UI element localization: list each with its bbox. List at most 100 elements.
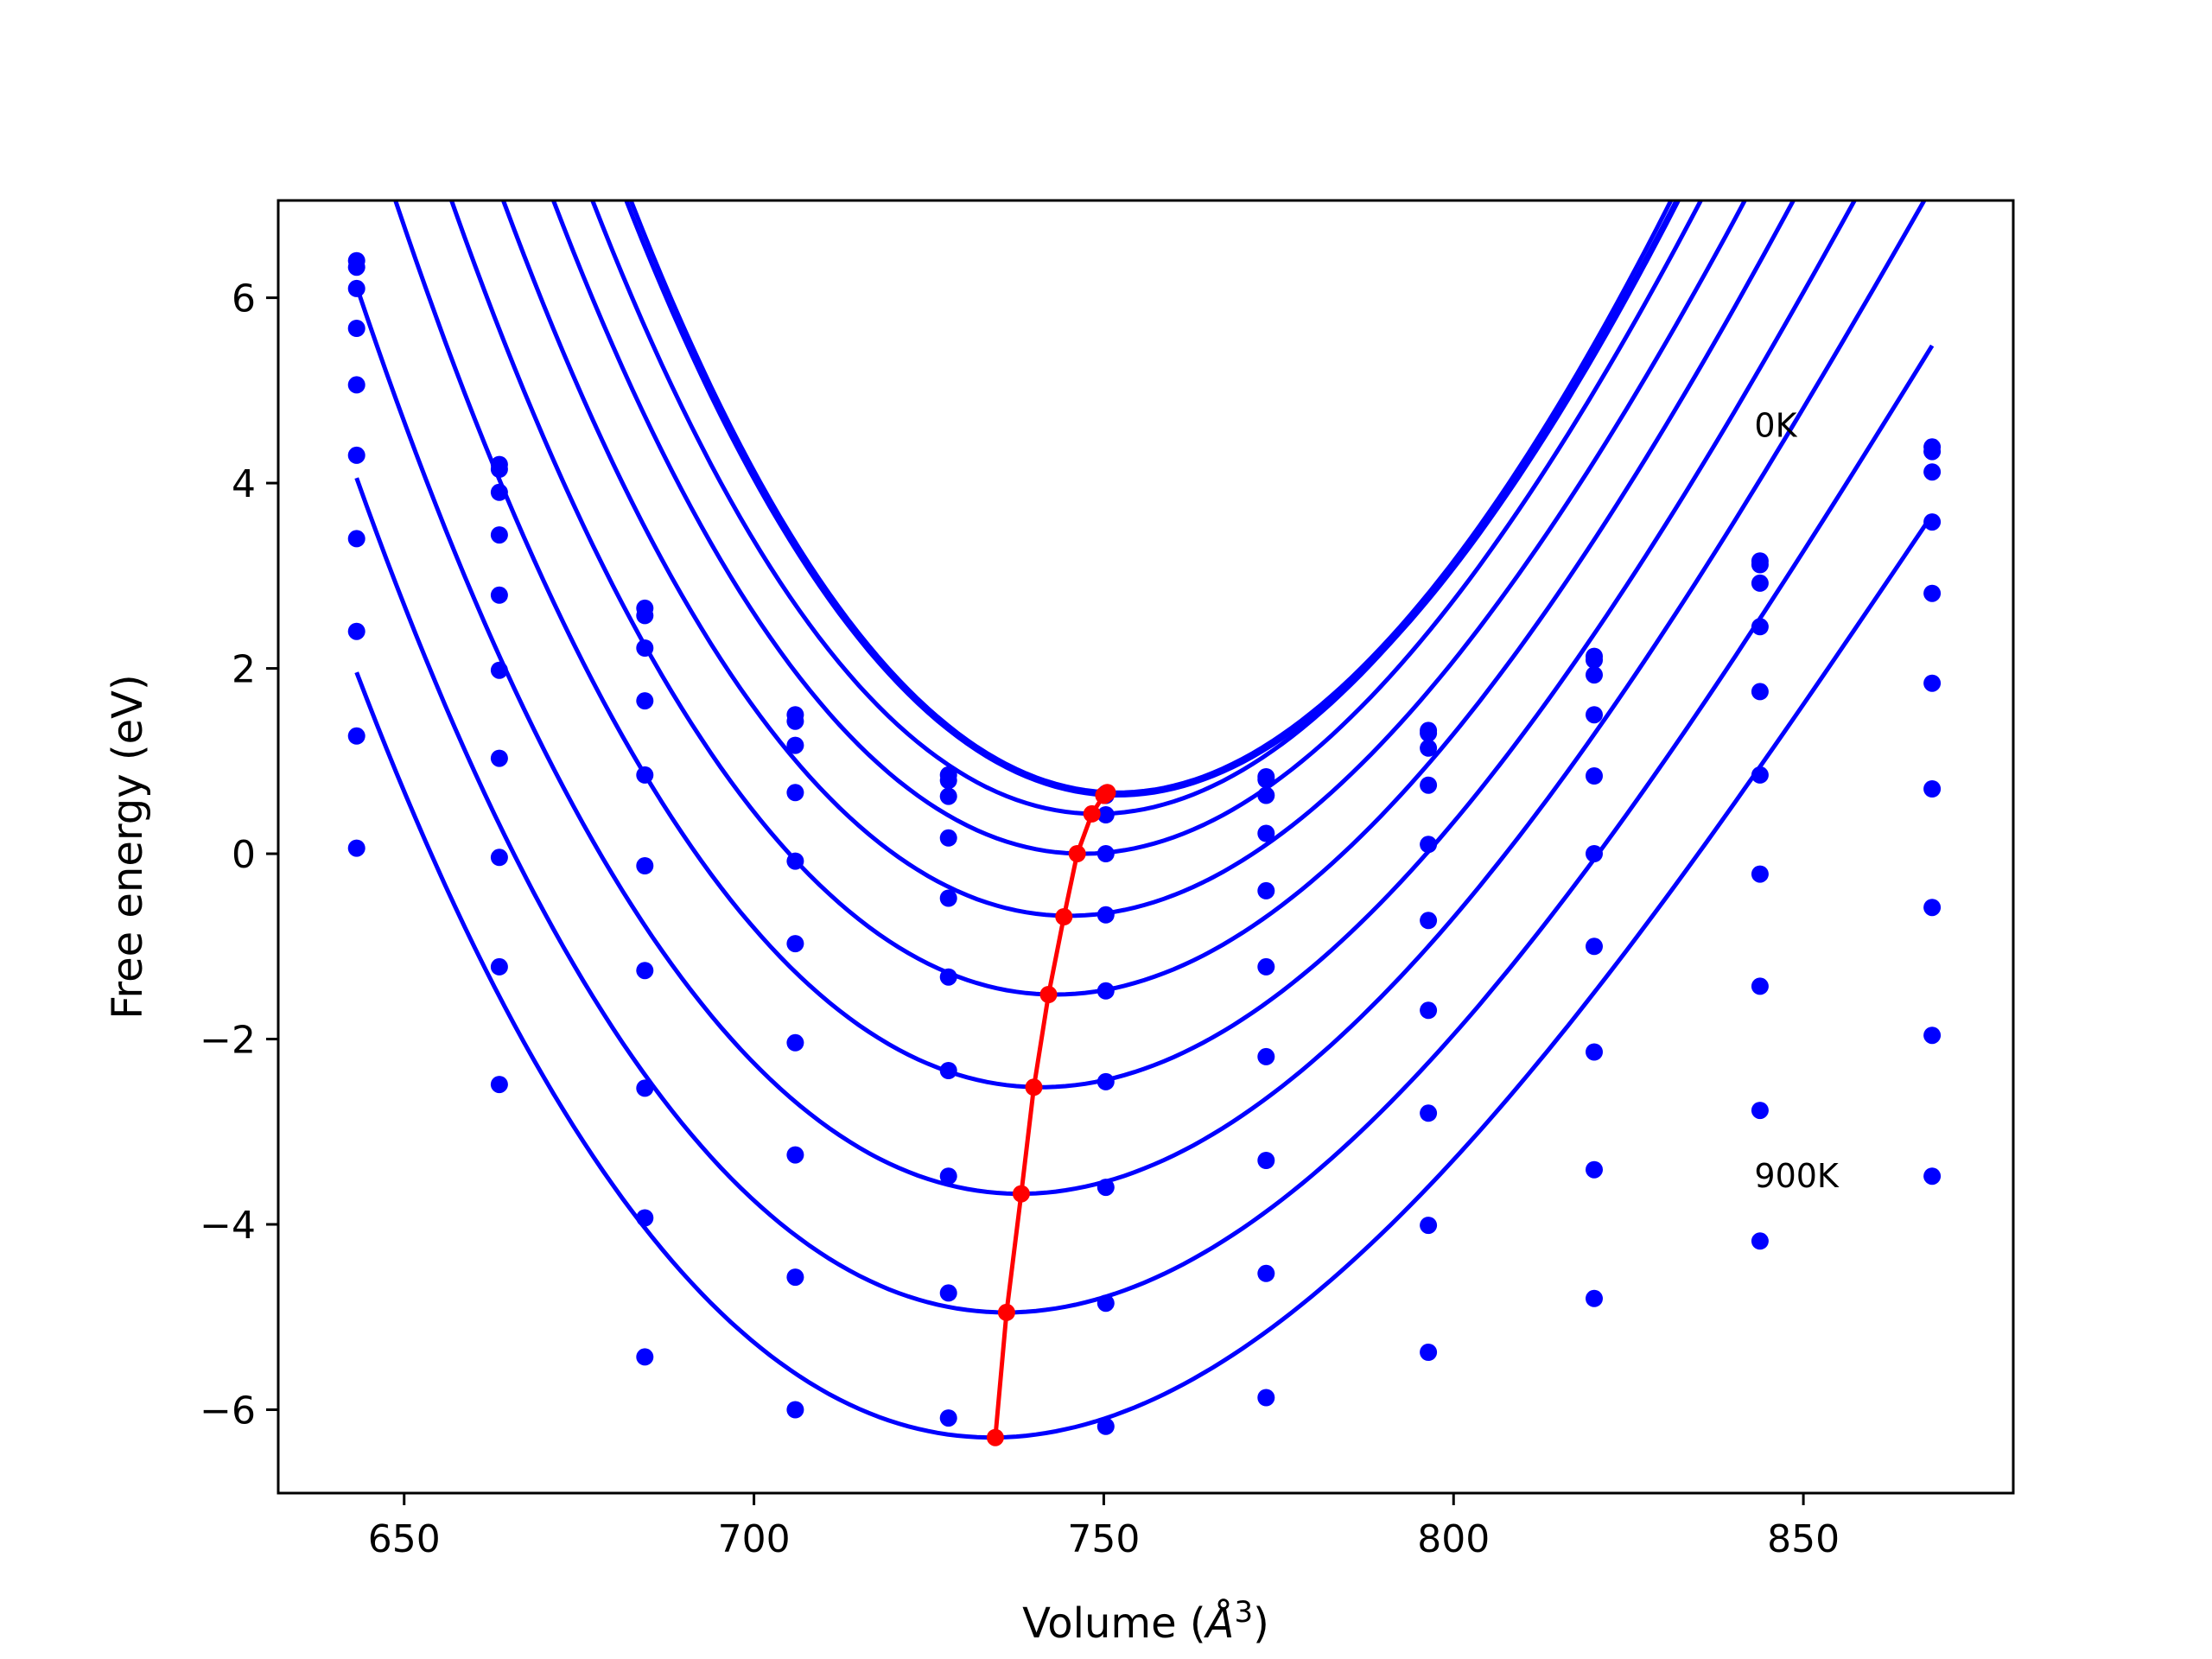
- data-point-9-10: [1923, 1167, 1942, 1185]
- data-point-8-8: [1586, 1160, 1603, 1179]
- data-point-6-10: [1923, 780, 1942, 798]
- y-axis-label: Free energy (eV): [104, 674, 152, 1019]
- data-point-3-7: [1420, 776, 1438, 794]
- data-point-7-10: [1923, 899, 1942, 917]
- data-point-2-2: [636, 639, 654, 657]
- fit-curve-2: [590, 200, 1680, 817]
- data-point-5-8: [1586, 845, 1603, 862]
- data-point-5-0: [347, 446, 365, 464]
- data-point-7-6: [1257, 1152, 1275, 1169]
- data-point-8-5: [1096, 1294, 1115, 1313]
- data-point-4-5: [1096, 906, 1115, 924]
- fit-curves-layer: [354, 200, 1935, 1440]
- data-point-2-4: [939, 787, 957, 805]
- annotation-0: 0K: [1754, 406, 1797, 444]
- data-point-5-10: [1923, 674, 1942, 692]
- data-point-9-9: [1751, 1232, 1769, 1250]
- data-point-4-1: [490, 586, 508, 604]
- x-axis-label-exponent: 3: [1234, 1595, 1253, 1630]
- x-axis-label-suffix: ): [1253, 1599, 1269, 1648]
- minimum-point-7: [1012, 1185, 1030, 1203]
- data-point-8-7: [1420, 1217, 1438, 1235]
- data-point-7-0: [347, 622, 365, 640]
- data-point-3-2: [636, 692, 654, 710]
- x-axis-label-prefix: Volume (: [1022, 1599, 1206, 1648]
- data-point-4-0: [347, 376, 365, 394]
- x-axis-ticks: 650 700 750 800 850: [368, 1493, 1840, 1561]
- data-point-1-9: [1751, 556, 1769, 574]
- data-point-6-8: [1586, 938, 1603, 956]
- data-point-7-3: [786, 1146, 804, 1164]
- y-tick-label--4: −4: [200, 1204, 256, 1248]
- fit-curve-6: [392, 200, 1858, 1090]
- minimum-point-4: [1055, 908, 1073, 925]
- data-point-3-1: [490, 526, 508, 544]
- data-point-1-6: [1257, 771, 1275, 789]
- data-point-3-6: [1257, 824, 1275, 842]
- minimum-point-1: [1095, 786, 1113, 804]
- data-point-8-2: [636, 1209, 654, 1227]
- data-point-7-8: [1586, 1043, 1603, 1061]
- data-point-5-4: [939, 968, 957, 986]
- data-point-1-7: [1420, 724, 1438, 742]
- data-point-4-2: [636, 766, 654, 784]
- data-point-6-4: [939, 1062, 957, 1079]
- data-point-6-5: [1096, 1072, 1115, 1090]
- data-point-4-8: [1586, 767, 1603, 785]
- x-axis-label-unit: Å: [1204, 1599, 1235, 1648]
- data-point-4-4: [939, 889, 957, 907]
- data-point-7-4: [939, 1167, 957, 1185]
- data-point-9-4: [939, 1409, 957, 1427]
- data-point-9-8: [1586, 1289, 1603, 1307]
- y-tick-label--6: −6: [200, 1389, 256, 1433]
- fit-curve-9: [354, 513, 1935, 1440]
- data-point-1-8: [1586, 651, 1603, 669]
- data-point-9-0: [347, 839, 365, 857]
- data-point-8-1: [490, 957, 508, 976]
- fit-curve-8: [354, 344, 1935, 1315]
- minimum-point-6: [1025, 1078, 1043, 1096]
- data-point-7-2: [636, 1079, 654, 1097]
- data-point-5-3: [786, 935, 804, 953]
- y-tick-label-4: 4: [232, 462, 256, 506]
- data-point-3-0: [347, 320, 365, 337]
- y-tick-label-6: 6: [232, 277, 256, 321]
- data-point-2-5: [1096, 806, 1115, 823]
- data-point-1-0: [347, 258, 365, 276]
- x-tick-label-650: 650: [368, 1517, 441, 1561]
- y-tick-label-2: 2: [232, 648, 256, 692]
- data-point-6-0: [347, 530, 365, 548]
- data-point-8-3: [786, 1268, 804, 1287]
- data-point-8-10: [1923, 1027, 1942, 1045]
- data-point-1-10: [1923, 442, 1942, 461]
- data-point-9-3: [786, 1401, 804, 1419]
- fit-curve-7: [354, 200, 1927, 1197]
- y-axis-ticks: −6 −4 −2 0 2 4 6: [200, 277, 278, 1433]
- data-point-6-9: [1751, 865, 1769, 883]
- y-tick-label-0: 0: [232, 833, 256, 877]
- x-axis-label: Volume (Å3): [1022, 1595, 1269, 1648]
- data-point-7-1: [490, 849, 508, 867]
- data-point-1-4: [939, 772, 957, 790]
- plot-frame: [276, 199, 2015, 1495]
- data-point-5-7: [1420, 912, 1438, 930]
- data-point-6-3: [786, 1033, 804, 1052]
- data-point-5-1: [490, 661, 508, 679]
- data-point-2-1: [490, 483, 508, 501]
- data-point-7-5: [1096, 1179, 1115, 1197]
- data-point-8-6: [1257, 1264, 1275, 1282]
- minimum-point-2: [1083, 804, 1101, 823]
- data-point-2-0: [347, 279, 365, 297]
- data-point-2-9: [1751, 574, 1769, 592]
- data-point-9-1: [490, 1076, 508, 1094]
- data-point-4-9: [1751, 683, 1769, 701]
- data-point-4-3: [786, 852, 804, 870]
- data-point-7-7: [1420, 1104, 1438, 1122]
- minimum-point-9: [986, 1428, 1004, 1446]
- fit-curve-4: [500, 200, 1748, 918]
- data-point-5-6: [1257, 957, 1275, 976]
- data-point-4-10: [1923, 584, 1942, 602]
- data-point-3-3: [786, 784, 804, 802]
